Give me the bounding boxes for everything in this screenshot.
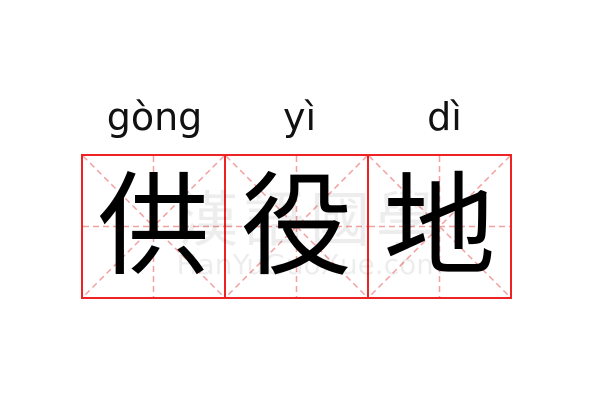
hanzi-0: 供 [97, 161, 210, 292]
pinyin-1: yì [282, 95, 317, 139]
character-grid: 供 役 地 [81, 154, 518, 299]
pinyin-0: gòng [106, 95, 203, 139]
grid-guides [226, 156, 367, 297]
grid-guides [83, 156, 224, 297]
character-cell: 地 [367, 154, 512, 299]
grid-guides [369, 156, 510, 297]
character-cell: 供 [81, 154, 226, 299]
hanzi-1: 役 [240, 161, 353, 292]
character-cell: 役 [224, 154, 369, 299]
pinyin-2: dì [427, 95, 462, 139]
hanzi-2: 地 [383, 161, 496, 292]
